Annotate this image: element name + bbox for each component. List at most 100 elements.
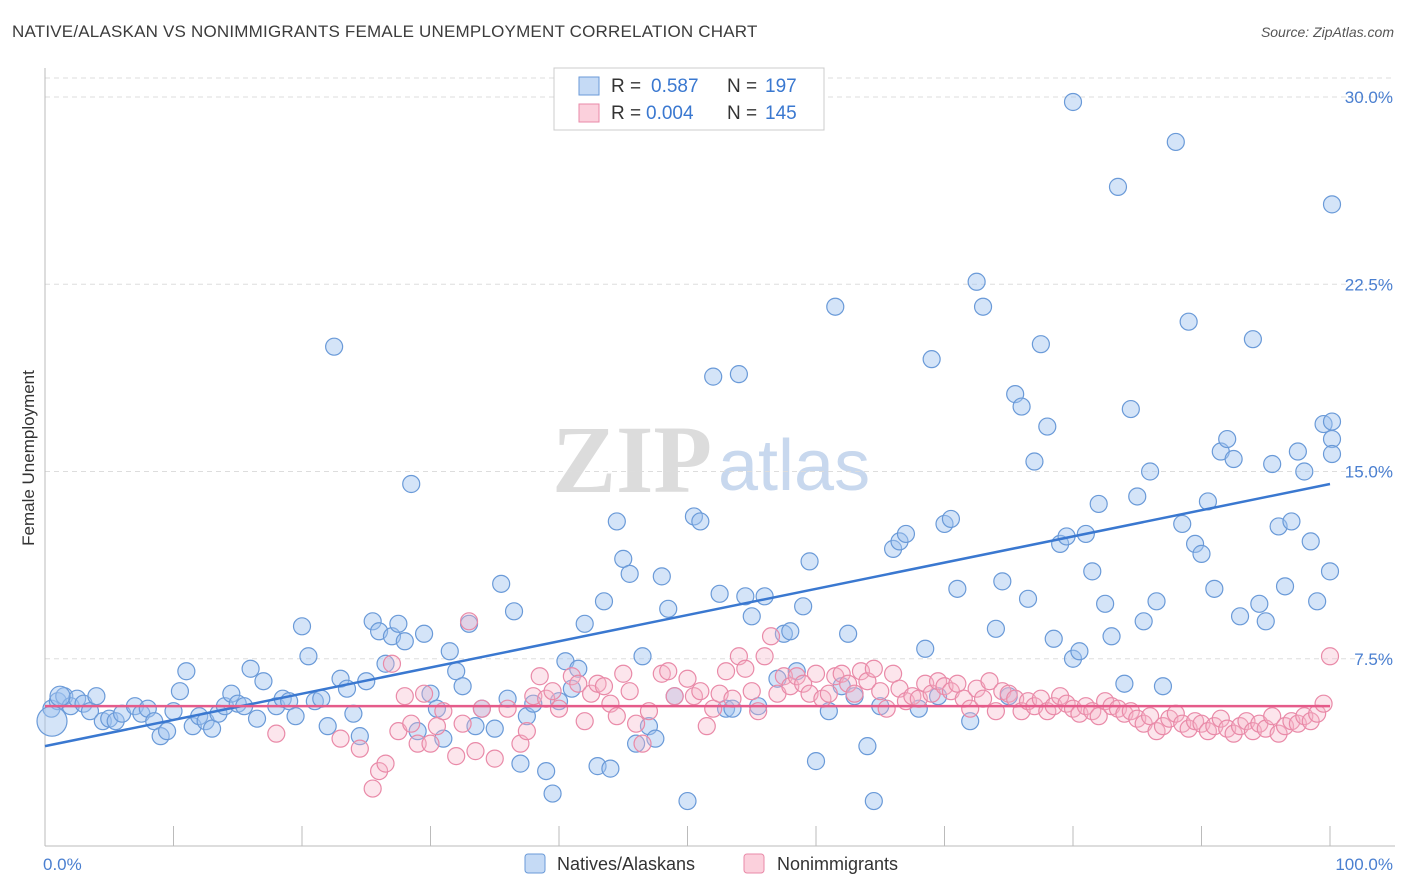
natives-point [408, 722, 427, 741]
nonimmigrants-point [883, 664, 903, 683]
gridlines [45, 77, 1395, 660]
natives-point [691, 512, 710, 531]
nonimmigrants-point [620, 682, 639, 701]
trend-lines [44, 482, 1331, 748]
natives-point [1018, 589, 1038, 608]
natives-point [941, 509, 961, 529]
natives-point [1322, 444, 1342, 464]
nonimmigrants-point [1263, 707, 1282, 726]
nonimmigrants-point [575, 712, 594, 731]
nonimmigrants-point [794, 674, 813, 693]
natives-point [402, 474, 421, 494]
natives-point [1192, 544, 1211, 563]
nonimmigrants-point [697, 717, 716, 736]
nonimmigrants-point [626, 714, 646, 733]
natives-point [1295, 462, 1314, 481]
natives-point [1134, 612, 1153, 631]
nonimmigrants-point [716, 662, 736, 681]
natives-point [1083, 562, 1102, 581]
nonimmigrants-point [331, 729, 350, 748]
bottom-legend-swatch-nonimmigrants [743, 853, 765, 874]
natives-point [742, 607, 761, 626]
natives-point [1320, 562, 1340, 581]
nonimmigrants-point [453, 714, 472, 733]
legend-n-value-2: 145 [765, 103, 797, 124]
nonimmigrants-point [1153, 717, 1173, 736]
natives-point [453, 677, 472, 696]
nonimmigrants-point [736, 659, 755, 678]
natives-point [1031, 335, 1050, 354]
natives-point [922, 350, 941, 369]
nonimmigrants-point [485, 749, 504, 768]
legend-n-label-2: N = [727, 103, 757, 124]
nonimmigrants-point [569, 674, 588, 693]
legend-swatch-natives [578, 76, 600, 96]
natives-point [247, 709, 267, 728]
natives-point [1243, 330, 1263, 349]
natives-point [626, 734, 646, 753]
nonimmigrants-point [376, 754, 395, 773]
natives-point [492, 574, 511, 593]
natives-point [537, 761, 556, 781]
natives-point [1063, 649, 1083, 668]
y-axis-label: Female Unemployment [19, 370, 38, 546]
nonimmigrants-point [980, 672, 999, 691]
y-tick-label: 7.5% [1354, 650, 1393, 669]
natives-point [1166, 132, 1185, 152]
natives-point [1012, 397, 1031, 416]
nonimmigrants-point [877, 699, 896, 718]
nonimmigrants-point [1051, 687, 1070, 706]
legend-r-value-1: 0.587 [651, 76, 699, 97]
nonimmigrants-point [659, 662, 678, 681]
nonimmigrants-point [774, 667, 793, 686]
natives-point [1301, 532, 1320, 551]
natives-point [440, 642, 459, 661]
natives-point [652, 567, 671, 586]
nonimmigrants-point [459, 612, 479, 631]
axes: 7.5% 15.0% 22.5% 30.0% 0.0% 100.0% [43, 68, 1395, 874]
nonimmigrants-point [665, 687, 684, 706]
natives-point [254, 672, 273, 691]
natives-point [864, 791, 883, 811]
nonimmigrants-point [1140, 707, 1160, 726]
natives-point [1322, 195, 1342, 214]
natives-point [594, 592, 614, 611]
natives-point [1063, 92, 1083, 112]
natives-point [170, 682, 190, 701]
natives-point [1115, 674, 1134, 693]
nonimmigrants-point [472, 699, 491, 718]
nonimmigrants-point [742, 682, 761, 701]
natives-point [659, 599, 678, 618]
natives-point [1205, 579, 1224, 598]
natives-point [1038, 417, 1057, 436]
nonimmigrants-point [1089, 707, 1108, 726]
nonimmigrants-point [806, 664, 826, 683]
nonimmigrants-point [363, 779, 382, 798]
nonimmigrants-point [1320, 647, 1340, 666]
nonimmigrants-point [395, 687, 414, 706]
natives-point [325, 337, 344, 356]
natives-point [1288, 442, 1307, 461]
nonimmigrants-point [723, 689, 742, 708]
natives-point [36, 705, 68, 737]
chart-title: NATIVE/ALASKAN VS NONIMMIGRANTS FEMALE U… [12, 22, 758, 41]
natives-point [87, 687, 106, 706]
nonimmigrants-point [447, 747, 466, 766]
natives-point [1179, 312, 1198, 331]
natives-point [794, 597, 813, 616]
legend-n-label-1: N = [727, 76, 757, 97]
nonimmigrants-point [961, 699, 980, 718]
natives-point [1256, 612, 1275, 631]
legend-r-value-2: 0.004 [646, 103, 694, 124]
nonimmigrants-point [691, 682, 710, 701]
natives-point [511, 754, 530, 773]
nonimmigrants-point [543, 682, 562, 701]
nonimmigrants-point [973, 689, 993, 708]
natives-point [1121, 399, 1140, 419]
natives-point [312, 689, 331, 708]
natives-point [1140, 462, 1160, 481]
natives-point [376, 654, 395, 673]
natives-point [1308, 592, 1327, 611]
legend-r-label-1: R = [611, 76, 641, 97]
natives-point [986, 619, 1006, 638]
